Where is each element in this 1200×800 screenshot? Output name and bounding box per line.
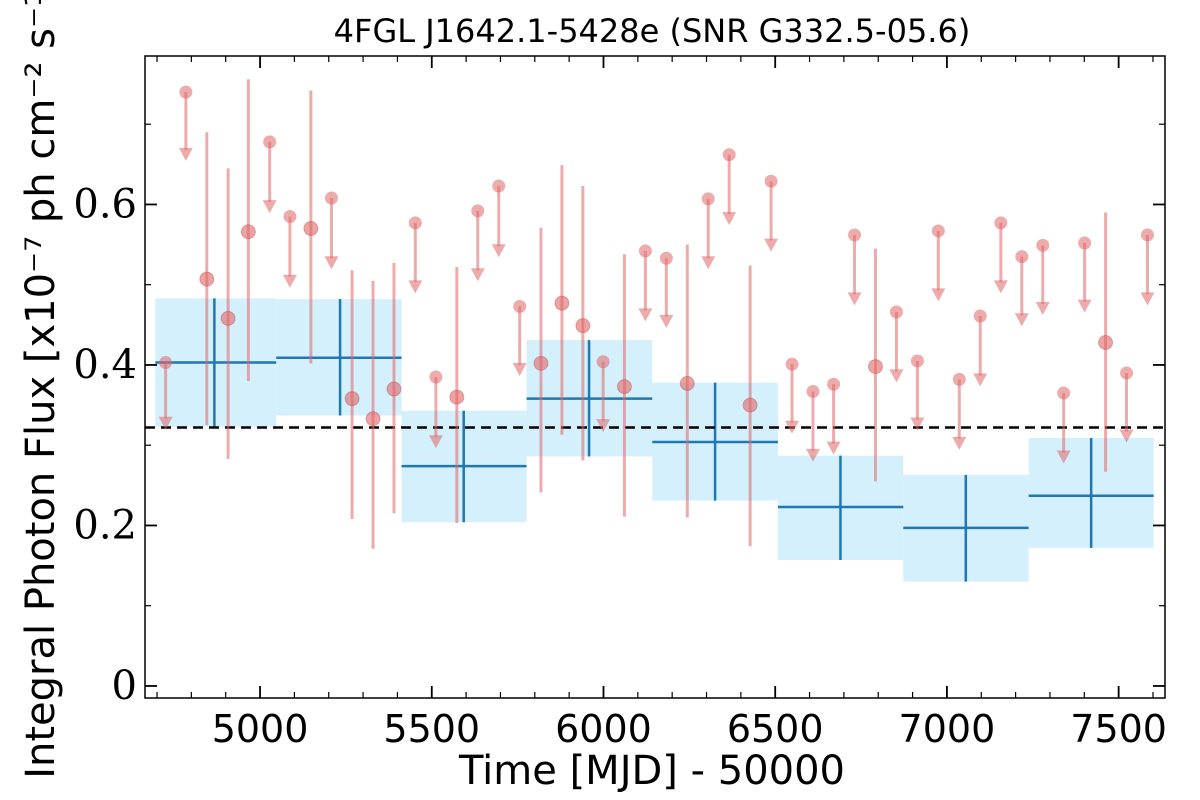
upper-limit-marker [1036, 238, 1050, 252]
upper-limit-marker [408, 216, 422, 230]
upper-limit-arrow [470, 268, 485, 282]
x-tick-label: 5500 [383, 707, 480, 751]
upper-limit-marker [931, 224, 945, 238]
upper-limit-marker [471, 204, 485, 218]
upper-limit-arrow [847, 292, 862, 306]
monthly-flux-point [742, 397, 758, 413]
upper-limit-marker [1140, 228, 1154, 242]
upper-limit-arrow [993, 280, 1008, 294]
upper-limit-marker [806, 384, 820, 398]
upper-limit-marker [492, 179, 506, 193]
upper-limit-arrow [722, 212, 737, 226]
upper-limit-arrow [1035, 301, 1050, 315]
monthly-flux-point [365, 411, 381, 427]
monthly-flux-layer [158, 79, 1155, 549]
upper-limit-marker [722, 148, 736, 162]
monthly-flux-point [344, 391, 360, 407]
x-tick-label: 6000 [555, 707, 652, 751]
upper-limit-marker [324, 191, 338, 205]
y-tick-label: 0.2 [73, 502, 137, 548]
upper-limit-arrow [262, 200, 277, 214]
upper-limit-marker [764, 174, 778, 188]
upper-limit-marker [638, 244, 652, 258]
upper-limit-marker [659, 251, 673, 265]
upper-limit-marker [889, 305, 903, 319]
upper-limit-arrow [1014, 313, 1029, 327]
monthly-flux-point [220, 310, 236, 326]
upper-limit-arrow [1140, 292, 1155, 306]
upper-limit-marker [973, 309, 987, 323]
y-tick-label: 0 [112, 663, 137, 709]
upper-limit-arrow [1119, 429, 1134, 443]
x-tick-label: 6500 [727, 707, 824, 751]
upper-limit-arrow [512, 362, 527, 376]
upper-limit-arrow [910, 417, 925, 431]
upper-limit-marker [1015, 250, 1029, 264]
upper-limit-marker [263, 135, 277, 149]
upper-limit-marker [910, 354, 924, 368]
upper-limit-arrow [324, 256, 339, 270]
upper-limit-arrow [952, 436, 967, 450]
upper-limit-arrow [428, 435, 443, 449]
upper-limit-arrow [638, 308, 653, 322]
upper-limit-marker [429, 370, 443, 384]
upper-limit-marker [159, 356, 173, 370]
upper-limit-arrow [659, 314, 674, 328]
y-tick-label: 0.6 [73, 181, 137, 227]
chart-title: 4FGL J1642.1-5428e (SNR G332.5-05.6) [334, 12, 971, 50]
upper-limit-marker [283, 210, 297, 223]
upper-limit-marker [1078, 236, 1092, 250]
monthly-flux-point [240, 224, 256, 240]
monthly-flux-point [533, 355, 549, 371]
monthly-flux-point [554, 295, 570, 311]
upper-limit-marker [827, 377, 841, 391]
monthly-flux-point [303, 221, 319, 237]
monthly-flux-point [199, 271, 215, 287]
upper-limit-marker [1057, 386, 1071, 400]
upper-limit-marker [994, 216, 1008, 230]
x-axis-label: Time [MJD] - 50000 [458, 748, 845, 794]
upper-limit-marker [848, 228, 862, 242]
monthly-flux-point [575, 318, 591, 334]
monthly-flux-point [867, 359, 883, 375]
upper-limit-marker [701, 192, 715, 206]
upper-limit-arrow [1056, 450, 1071, 464]
x-tick-label: 5000 [212, 707, 309, 751]
x-tick-label: 7500 [1070, 707, 1167, 751]
upper-limit-arrow [889, 369, 904, 383]
plot-frame [144, 55, 1166, 699]
upper-limit-arrow [408, 280, 423, 294]
y-axis-label: Integral Photon Flux [x10⁻⁷ ph cm⁻² s⁻¹] [18, 0, 64, 779]
upper-limit-marker [596, 355, 610, 369]
axis-ticks: 5000 5500 6000 6500 7000 7500 0 0.2 0.4 0.6 [73, 56, 1167, 751]
upper-limit-arrow [826, 441, 841, 455]
upper-limit-arrow [805, 448, 820, 462]
upper-limit-marker [179, 85, 193, 99]
y-tick-label: 0.4 [73, 342, 137, 388]
upper-limit-arrow [1077, 299, 1092, 313]
binned-flux-layer [155, 298, 1154, 582]
upper-limit-marker [785, 357, 799, 371]
upper-limit-arrow [764, 238, 779, 252]
x-tick-label: 7000 [899, 707, 996, 751]
upper-limit-arrow [282, 274, 297, 288]
upper-limit-arrow [491, 244, 506, 258]
monthly-flux-point [449, 389, 465, 405]
upper-limit-arrow [973, 373, 988, 387]
upper-limit-arrow [178, 147, 193, 161]
upper-limit-arrow [701, 256, 716, 270]
upper-limit-marker [1120, 366, 1134, 380]
upper-limit-arrow [785, 420, 800, 434]
upper-limit-arrow [596, 419, 611, 433]
monthly-flux-point [386, 381, 402, 397]
monthly-flux-point [616, 379, 632, 395]
upper-limit-arrow [931, 288, 946, 302]
monthly-flux-point [1098, 334, 1114, 350]
upper-limit-marker [513, 299, 527, 313]
upper-limit-marker [952, 372, 966, 386]
upper-limit-arrow [158, 416, 173, 430]
monthly-flux-point [679, 375, 695, 391]
